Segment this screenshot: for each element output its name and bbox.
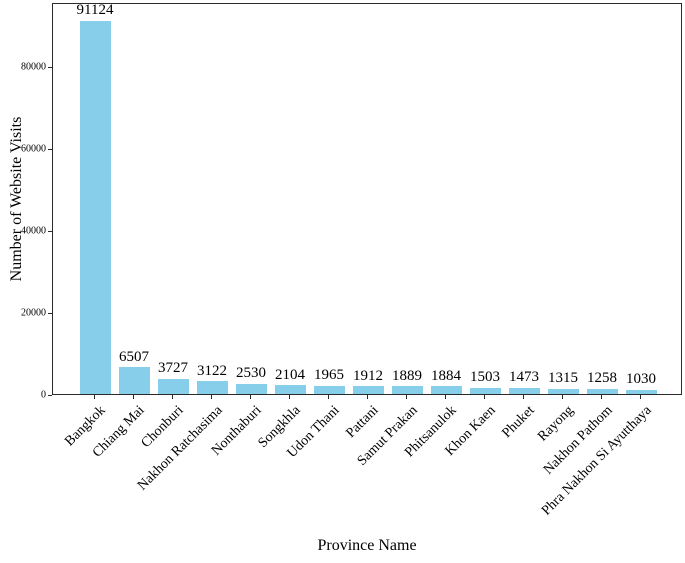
x-tick-mark — [210, 395, 212, 399]
bar — [352, 386, 384, 394]
bar-value-label: 3727 — [158, 360, 188, 377]
bar-value-label: 91124 — [76, 2, 114, 19]
bar — [157, 378, 189, 394]
x-tick-mark — [288, 395, 290, 399]
x-tick-mark — [522, 395, 524, 399]
bar-value-label: 1473 — [509, 369, 539, 386]
bar — [313, 385, 345, 394]
x-tick-mark — [171, 395, 173, 399]
x-tick-mark — [483, 395, 485, 399]
bar-value-label: 1884 — [431, 367, 461, 384]
x-tick-mark — [366, 395, 368, 399]
bar — [547, 388, 579, 394]
y-tick-label: 60000 — [21, 143, 46, 155]
bar — [196, 381, 228, 394]
bar-value-label: 1030 — [626, 371, 656, 388]
x-tick-mark — [327, 395, 329, 399]
x-tick-mark — [444, 395, 446, 399]
x-tick-mark — [600, 395, 602, 399]
bar — [274, 385, 306, 394]
bar-value-label: 1315 — [548, 370, 578, 387]
x-tick-mark — [132, 395, 134, 399]
bar — [118, 367, 150, 394]
y-tick-label: 80000 — [21, 61, 46, 73]
bar — [508, 387, 540, 394]
bar-value-label: 6507 — [119, 348, 149, 365]
y-tick-label: 40000 — [21, 225, 46, 237]
x-tick-mark — [561, 395, 563, 399]
y-tick-label: 20000 — [21, 307, 46, 319]
x-axis-label: Province Name — [317, 537, 417, 554]
y-tick-mark — [48, 312, 52, 314]
y-axis-label: Number of Website Visits — [8, 116, 25, 282]
y-tick-label: 0 — [41, 389, 46, 401]
bar-value-label: 1889 — [392, 367, 422, 384]
bar — [430, 386, 462, 394]
bar-value-label: 2104 — [275, 366, 305, 383]
y-tick-mark — [48, 230, 52, 232]
y-tick-mark — [48, 394, 52, 396]
bar-value-label: 1912 — [353, 367, 383, 384]
bar — [79, 20, 111, 394]
x-tick-mark — [405, 395, 407, 399]
bar-value-label: 1965 — [314, 367, 344, 384]
plot-area: 91124 6507 3727 3122 2530 2104 1965 1912 1889 188… — [52, 2, 682, 395]
bar-value-label: 3122 — [197, 362, 227, 379]
y-tick-mark — [48, 66, 52, 68]
y-tick-mark — [48, 148, 52, 150]
bar — [391, 386, 423, 394]
bar — [625, 389, 657, 394]
bar — [586, 388, 618, 394]
bar-value-label: 1503 — [470, 369, 500, 386]
bar-value-label: 2530 — [236, 365, 266, 382]
bar — [235, 383, 267, 394]
x-tick-mark — [249, 395, 251, 399]
bar-value-label: 1258 — [587, 370, 617, 387]
bar — [469, 387, 501, 394]
x-tick-mark — [639, 395, 641, 399]
x-tick-mark — [93, 395, 95, 399]
